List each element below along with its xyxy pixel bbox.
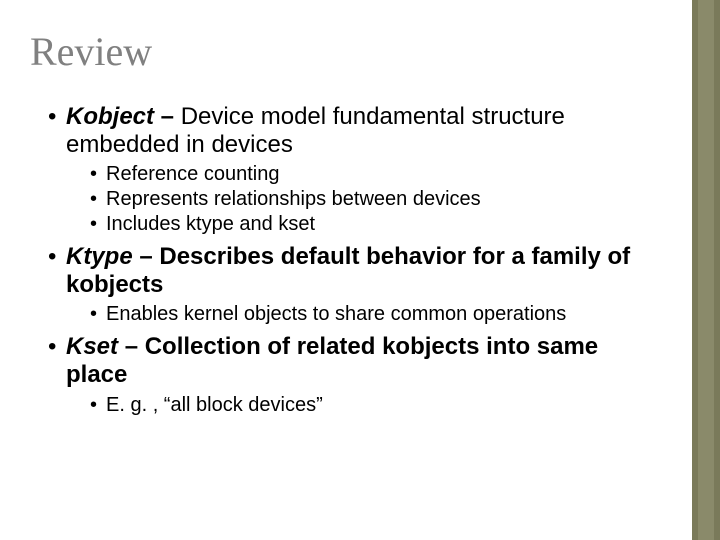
sub-item: Reference counting (90, 162, 642, 187)
dash: – (118, 333, 145, 360)
sub-item: Enables kernel objects to share common o… (90, 302, 642, 327)
sub-list-kobject: Reference counting Represents relationsh… (66, 162, 642, 237)
sub-list-kset: E. g. , “all block devices” (66, 393, 642, 418)
bullet-kset: Kset – Collection of related kobjects in… (48, 333, 642, 417)
dash: – (133, 243, 160, 270)
term-kset: Kset (66, 333, 118, 360)
bullet-kobject: Kobject – Device model fundamental struc… (48, 103, 642, 237)
bullet-list: Kobject – Device model fundamental struc… (30, 103, 642, 418)
bullet-ktype: Ktype – Describes default behavior for a… (48, 243, 642, 327)
term-ktype: Ktype (66, 243, 133, 270)
slide-title: Review (30, 28, 642, 75)
sub-item: Includes ktype and kset (90, 212, 642, 237)
sub-item: Represents relationships between devices (90, 187, 642, 212)
sub-item: E. g. , “all block devices” (90, 393, 642, 418)
slide-content: Review Kobject – Device model fundamenta… (0, 0, 692, 444)
term-kobject: Kobject (66, 103, 154, 130)
sidebar-decor-inner (698, 0, 714, 540)
desc-kset: Collection of related kobjects into same… (66, 333, 598, 388)
dash: – (154, 103, 181, 130)
sub-list-ktype: Enables kernel objects to share common o… (66, 302, 642, 327)
